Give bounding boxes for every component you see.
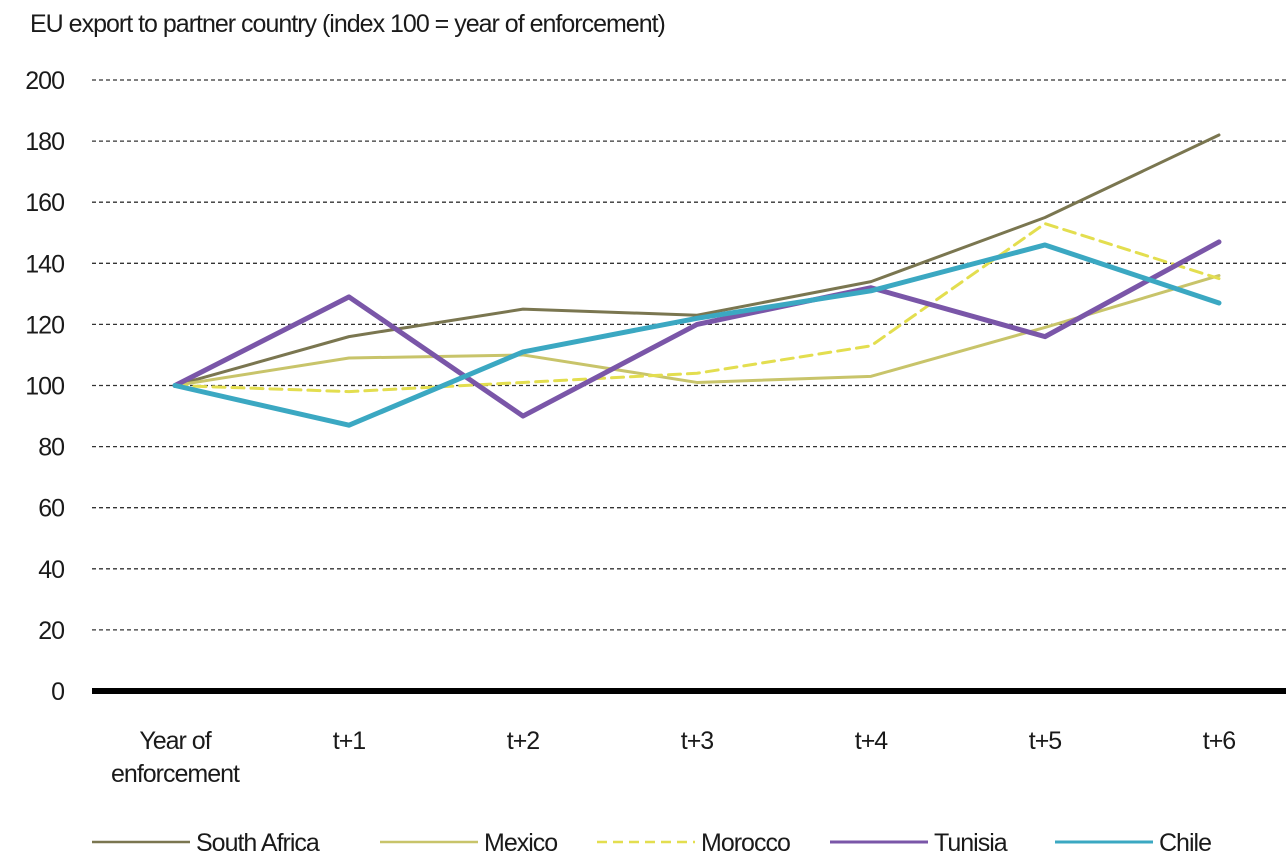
x-tick-label: t+5 [1029,727,1062,755]
series-lines [172,133,1222,428]
legend-label: South Africa [196,829,320,857]
series-line-south-africa [173,133,1221,387]
grid-lines [92,79,1286,694]
x-tick-label: t+1 [333,727,366,755]
x-tick-label: Year of enforcement [111,727,240,788]
x-tick-label: t+3 [681,727,714,755]
x-tick-label: t+2 [507,727,540,755]
y-tick-label: 80 [38,434,64,462]
x-axis-ticks: Year of enforcement t+1 t+2 t+3 t+4 t+5 t+6 [111,727,1236,788]
y-tick-label: 180 [25,128,64,156]
x-tick-label: t+4 [855,727,889,755]
y-tick-label: 0 [51,678,64,706]
y-tick-label: 140 [25,250,64,278]
legend: South Africa Mexico Morocco Tunisia Chile [92,829,1212,857]
y-tick-label: 120 [25,311,64,339]
y-tick-label: 40 [38,556,64,584]
legend-label: Chile [1159,829,1211,857]
x-tick-label: t+6 [1203,727,1236,755]
y-tick-label: 20 [38,617,64,645]
y-tick-label: 160 [25,189,64,217]
y-tick-label: 200 [25,67,64,95]
series-line-chile [172,242,1222,428]
y-tick-label: 100 [25,373,64,401]
chart-title: EU export to partner country (index 100 … [30,10,665,38]
y-axis-ticks: 0 20 40 60 80 100 120 140 160 180 200 [25,67,65,706]
x-tick-line: enforcement [111,760,240,788]
x-tick-line: Year of [139,727,211,755]
y-tick-label: 60 [38,495,64,523]
legend-label: Mexico [484,829,557,857]
legend-label: Tunisia [934,829,1008,857]
series-line-mexico [173,274,1221,387]
legend-label: Morocco [701,829,790,857]
